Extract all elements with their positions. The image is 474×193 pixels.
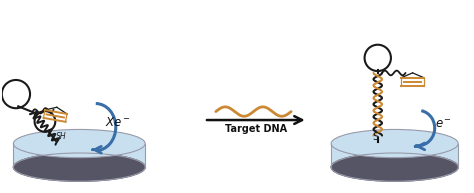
Text: S: S [373,132,379,142]
Ellipse shape [13,130,145,158]
Text: SH: SH [56,132,66,141]
Polygon shape [13,144,145,167]
Ellipse shape [331,153,458,181]
Text: e$^-$: e$^-$ [435,118,452,131]
Text: Target DNA: Target DNA [225,124,287,135]
Ellipse shape [13,153,145,181]
Polygon shape [331,144,458,167]
Ellipse shape [331,130,458,158]
Text: $X$e$^-$: $X$e$^-$ [105,116,131,129]
